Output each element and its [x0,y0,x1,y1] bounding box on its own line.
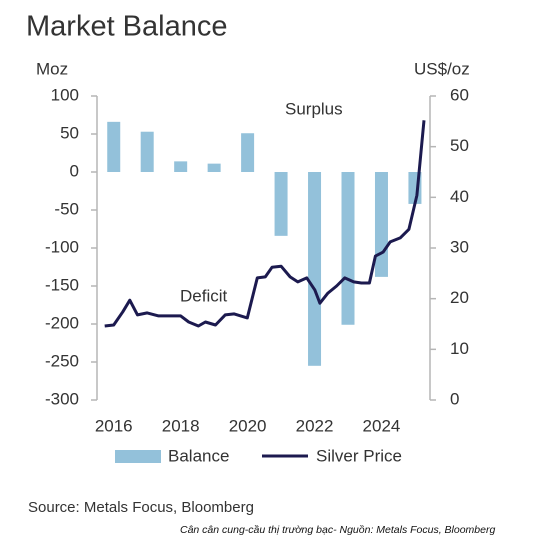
y-tick-label: -150 [45,275,79,294]
x-tick-label: 2018 [162,416,200,435]
bar [374,172,388,277]
annotation: Surplus [285,99,343,118]
y-tick-label: 50 [60,123,79,142]
bar [174,161,188,172]
legend-label: Balance [168,446,229,465]
source: Source: Metals Focus, Bloomberg [28,499,254,516]
x-tick-label: 2016 [95,416,133,435]
chart-title: Market Balance [26,11,228,43]
legend-label: Silver Price [316,446,402,465]
y-axis-label: Moz [36,59,68,78]
bar [308,172,322,366]
caption: Cân cân cung-cầu thị trường bạc- Nguồn: … [180,524,495,536]
line [104,120,426,328]
bar [341,172,355,325]
y-tick-label: -100 [45,237,79,256]
y-tick-label: -250 [45,351,79,370]
bar [207,163,221,172]
bar [107,121,121,172]
bar [140,131,154,172]
y2-tick-label: 20 [450,288,469,307]
x-tick-label: 2024 [363,416,401,435]
legend-swatch [115,450,161,463]
annotation: Deficit [180,286,228,305]
x-tick-label: 2022 [296,416,334,435]
y2-tick-label: 0 [450,389,459,408]
x-tick-label: 2020 [229,416,267,435]
y-tick-label: -50 [54,199,79,218]
y2-tick-label: 60 [450,85,469,104]
y-tick-label: 0 [70,161,79,180]
y2-tick-label: 50 [450,136,469,155]
y2-tick-label: 30 [450,237,469,256]
y-tick-label: -200 [45,313,79,332]
y2-axis-label: US$/oz [414,59,470,78]
y2-tick-label: 40 [450,187,469,206]
bar [274,172,288,236]
y-tick-label: 100 [51,85,79,104]
y-tick-label: -300 [45,389,79,408]
y2-tick-label: 10 [450,339,469,358]
bar [241,133,255,172]
